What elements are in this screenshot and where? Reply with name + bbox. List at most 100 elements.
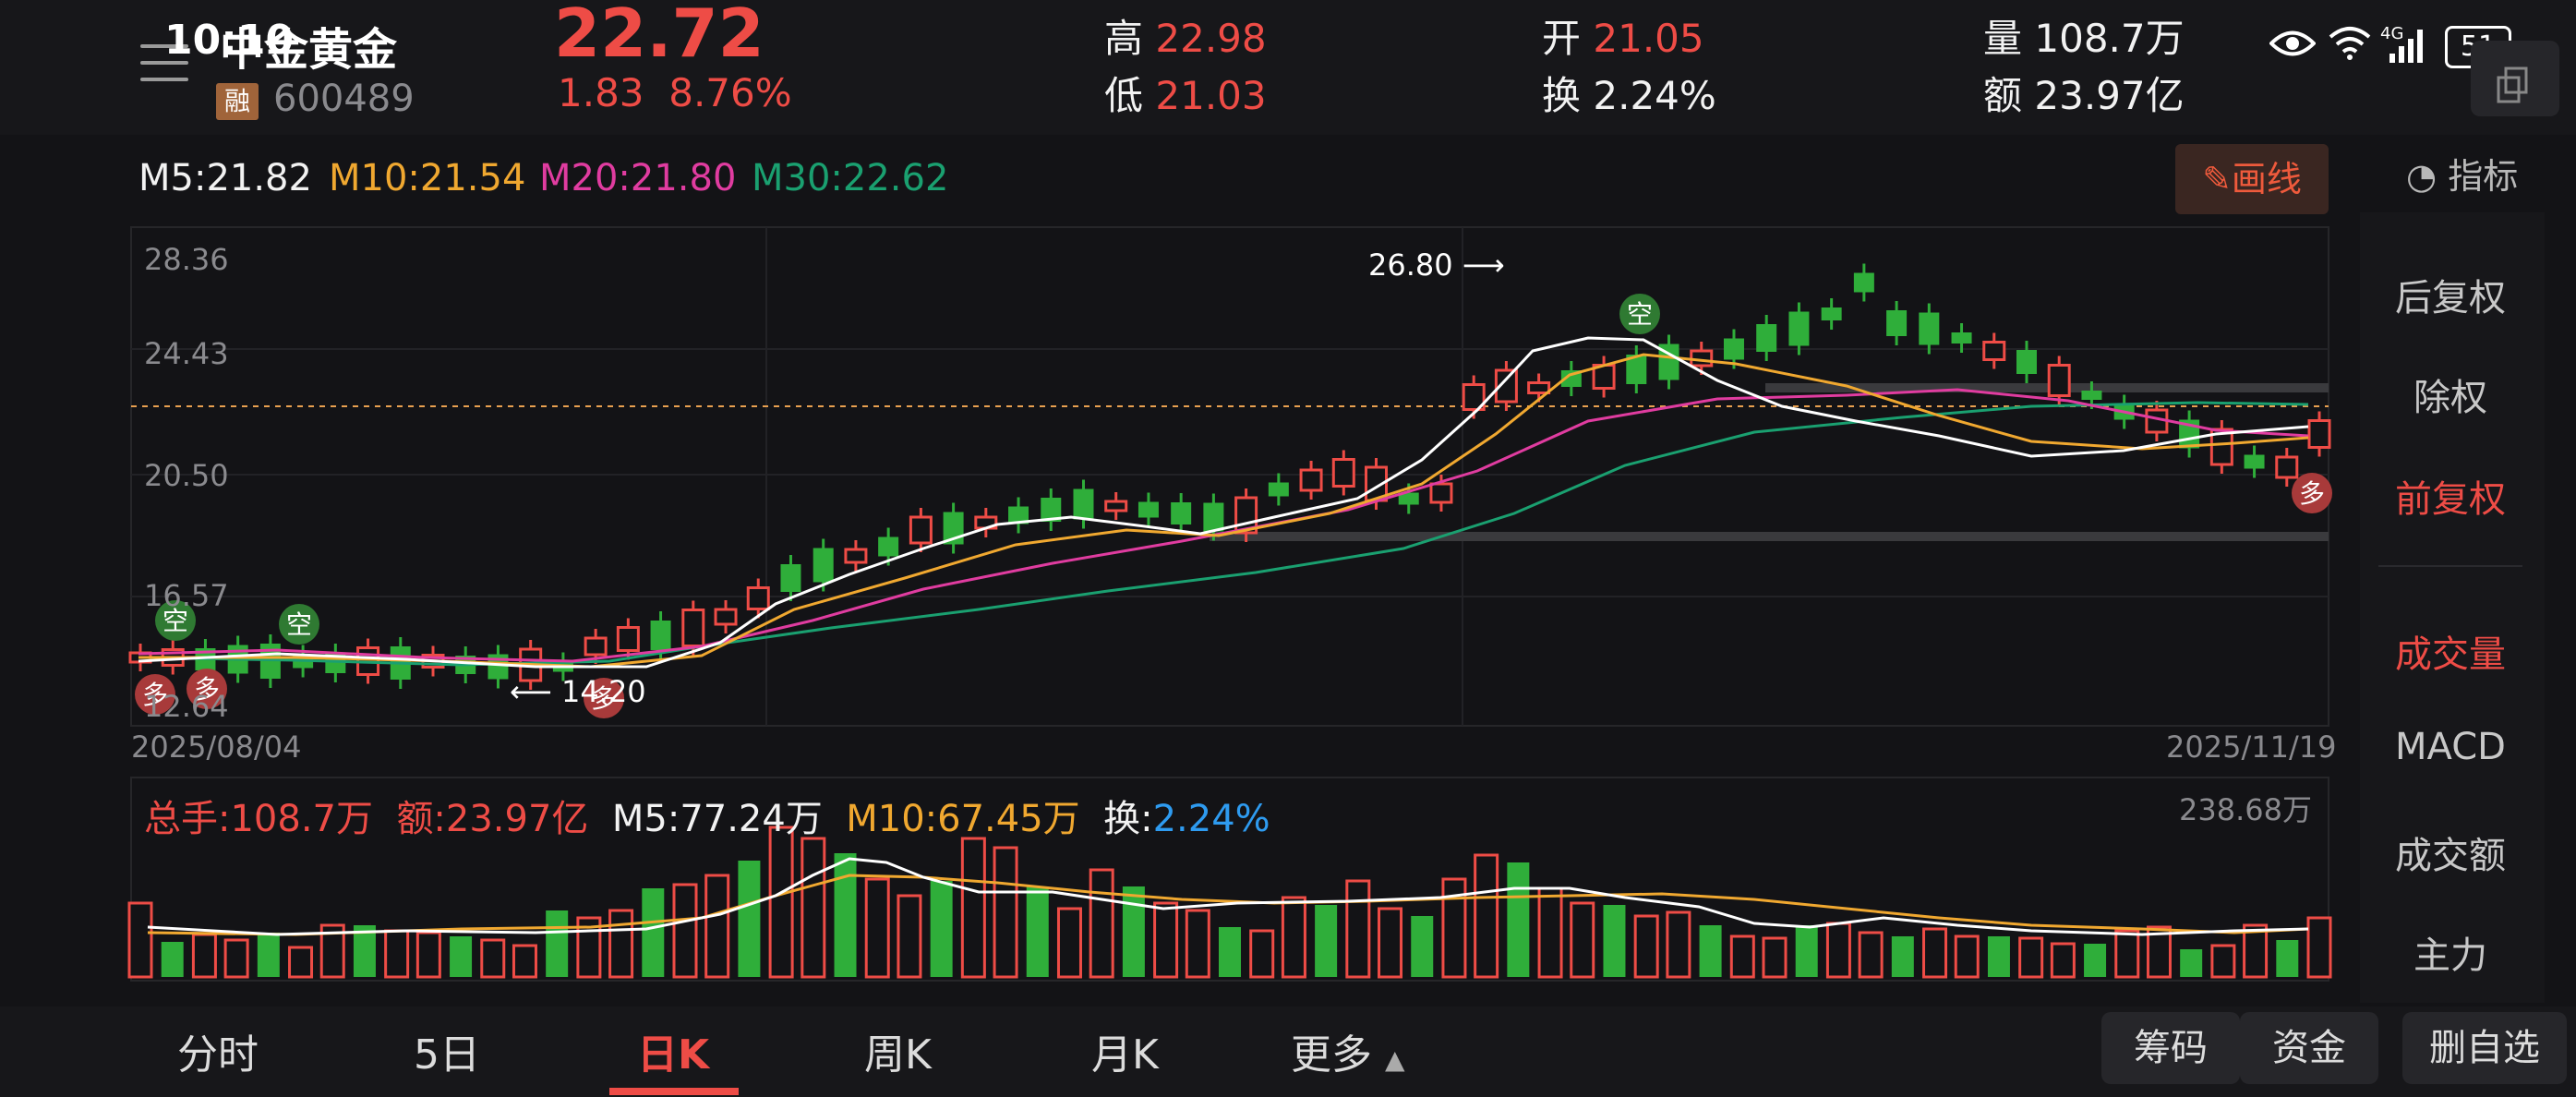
volume-bar [1987,936,2010,977]
bear-signal-badge-label: 空 [163,606,188,636]
ma-lines [138,336,2309,669]
arrow-left-icon: ⟵ [510,674,552,709]
bear-signal-badge[interactable] [1619,294,1660,334]
candle [1462,383,1486,411]
indicator-button[interactable]: ◔ 指标 [2406,148,2518,199]
resistance-band [1765,383,2329,392]
volume-bar [1729,934,1755,979]
candle [2047,364,2071,397]
ma30-line [138,401,2309,667]
chips-button[interactable]: 筹码 [2101,1012,2240,1084]
volume-bar [1570,901,1595,979]
option-macd[interactable]: MACD [2395,726,2506,768]
candle [1886,310,1908,336]
start-date: 2025/08/04 [131,729,302,765]
bear-signal-badge[interactable] [155,600,196,641]
candle [2244,454,2265,469]
volume-bar [1122,886,1145,977]
candle [1299,468,1323,492]
volume-bar [993,846,1018,979]
remove-watchlist-button[interactable]: 删自选 [2402,1012,2567,1084]
volume-bar [1249,929,1275,979]
option-amount[interactable]: 成交额 [2395,835,2506,877]
y-tick: 28.36 [144,242,229,277]
end-date: 2025/11/19 [2166,729,2337,765]
volume-ma10: M10:67.45万 [846,798,1080,840]
volume-bar [1762,936,1788,979]
signal-label: 4G [2380,24,2404,43]
tab-daily[interactable]: 日K [637,1031,710,1079]
option-forward-adjusted[interactable]: 前复权 [2395,478,2506,521]
candle [681,609,705,647]
volume-bar [1315,905,1338,977]
volume-bar [1507,862,1530,977]
signals: 空空空多多多多 [135,294,2332,718]
volume-bar [1825,922,1851,979]
volume-bar [1185,909,1210,979]
candle [616,626,640,652]
candle [1331,458,1355,488]
candle [1073,488,1094,520]
volume-bar [1056,907,1082,979]
tab-5day[interactable]: 5日 [414,1031,480,1079]
bull-signal-badge[interactable] [584,678,624,718]
current-price: 22.72 [554,0,764,72]
candle [1919,312,1940,345]
bull-signal-badge[interactable] [135,674,175,715]
draw-line-button[interactable]: ✎画线 [2175,144,2329,214]
amount-value: 23.97亿 [2034,73,2185,118]
low-stat: 低 21.03 [1104,65,1267,121]
open-label: 开 [1542,16,1582,61]
volume-bar [512,944,537,979]
option-volume[interactable]: 成交量 [2395,633,2506,676]
low-marker-value: 14.20 [561,674,646,709]
volume-bar [384,929,410,979]
wifi-icon [2329,27,2371,60]
volume-bar [1858,931,1884,979]
draw-line-label: 画线 [2231,159,2302,199]
menu-icon[interactable] [140,44,188,85]
tab-monthly[interactable]: 月K [1091,1031,1159,1079]
tab-weekly[interactable]: 周K [864,1031,932,1079]
option-back-adjusted[interactable]: 后复权 [2395,277,2506,319]
low-marker: ⟵ 14.20 [510,674,646,709]
volume-bar [1922,927,1948,979]
bull-signal-badge[interactable] [187,669,227,709]
volume-bar [223,938,249,979]
bear-signal-badge[interactable] [279,604,319,645]
volume-bar [480,938,506,979]
volume-bar [1891,936,1914,977]
bear-signal-badge-label: 空 [286,609,312,640]
volume-bar [1795,925,1818,977]
candle [1821,307,1842,320]
panel-divider [2378,565,2522,567]
copy-icon [2497,66,2528,103]
price-change: 1.83 8.76% [558,70,792,115]
volume-bar [1219,927,1241,977]
volume-stat: 量 108.7万 [1983,7,2185,64]
volume-bar [2180,949,2203,977]
indicator-label: 指标 [2448,156,2519,197]
tab-more[interactable]: 更多 ▲ [1291,1021,1405,1080]
tab-more-label: 更多 [1291,1031,1372,1079]
volume-bar [1411,916,1434,977]
ma20-value: M20:21.80 [539,157,737,199]
support-band [1210,532,2329,541]
funds-button[interactable]: 资金 [2240,1012,2378,1084]
tab-intraday[interactable]: 分时 [177,1031,259,1079]
volume-bar [704,874,730,979]
ma10-value: M10:21.54 [329,157,526,199]
side-panel-button[interactable] [2471,41,2559,116]
candlestick-chart[interactable]: 空空空多多多多 [0,218,2345,1012]
volume-bars [127,826,2332,979]
stock-code: 600489 [273,78,415,120]
bull-signal-badge[interactable] [2292,473,2332,513]
candle [1658,344,1679,380]
option-ex-rights[interactable]: 除权 [2413,377,2487,419]
volume-bar [257,933,280,977]
volume-bar [127,901,153,979]
cell-signal-icon [2389,30,2423,63]
candle [1429,482,1453,504]
option-main-force[interactable]: 主力 [2413,934,2487,977]
candle [1138,501,1159,518]
